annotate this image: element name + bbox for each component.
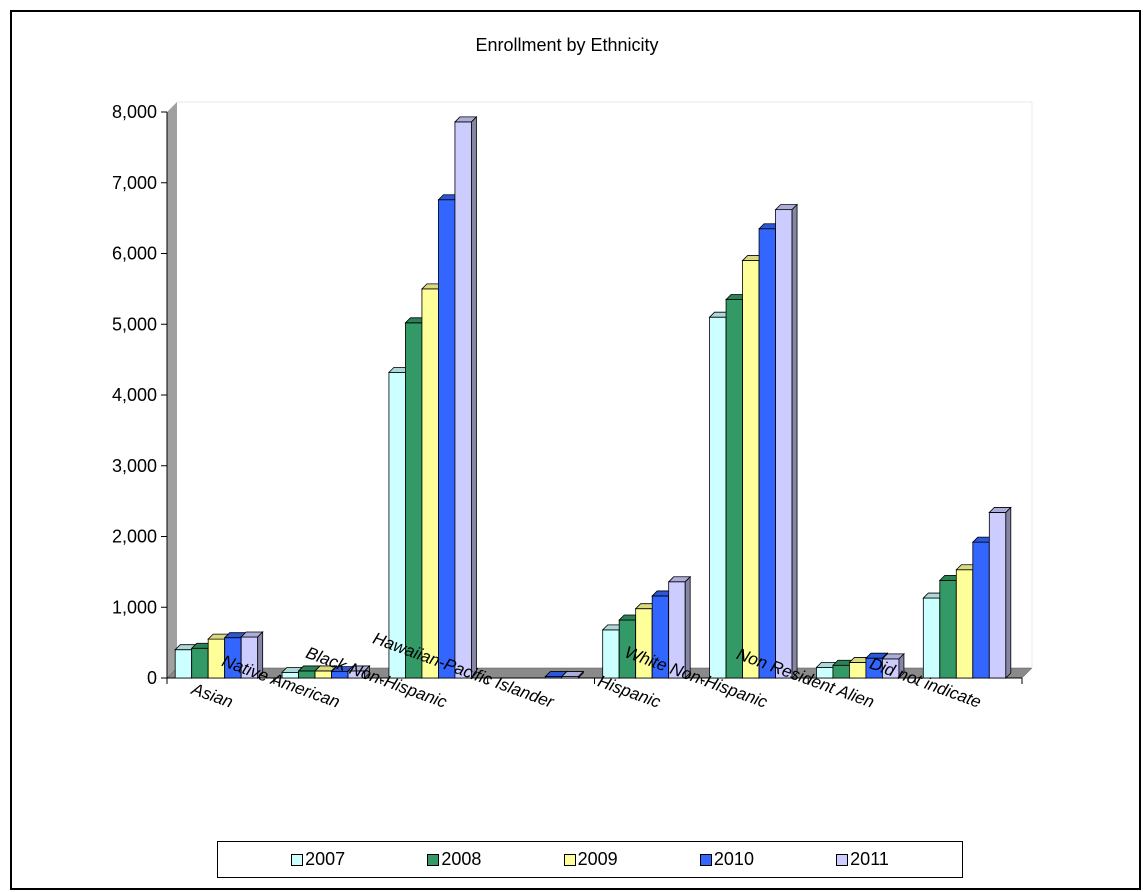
y-tick-label: 7,000 — [112, 173, 157, 193]
legend-swatch — [699, 853, 712, 866]
bar-2011-non-resident-alien — [881, 652, 905, 679]
legend-item-2008: 2008 — [427, 849, 481, 870]
bar-2011-native-american — [347, 664, 371, 679]
y-tick-label: 5,000 — [112, 314, 157, 334]
bar-2011-white-non-hispanic — [774, 203, 799, 679]
legend-label: 2011 — [850, 849, 889, 869]
bar-2011-did-not-indicate — [988, 506, 1012, 679]
y-tick-label: 8,000 — [112, 102, 157, 122]
legend-item-2009: 2009 — [563, 849, 618, 870]
legend-label: 2010 — [713, 849, 754, 869]
x-category-label: Asian — [188, 679, 235, 712]
legend-item-2007: 2007 — [291, 849, 345, 870]
y-tick-label: 3,000 — [112, 456, 157, 476]
legend-label: 2009 — [577, 849, 618, 869]
chart-title: Enrollment by Ethnicity — [475, 35, 658, 55]
y-tick-label: 2,000 — [112, 527, 157, 547]
legend-label: 2007 — [305, 849, 346, 869]
legend-item-2010: 2010 — [699, 849, 754, 870]
legend-item-2011: 2011 — [836, 849, 889, 870]
legend-swatch — [291, 853, 304, 866]
side-wall — [167, 102, 177, 678]
bar-2011-black-non-hispanic — [453, 115, 478, 679]
y-tick-label: 6,000 — [112, 244, 157, 264]
y-tick-label: 0 — [147, 668, 157, 688]
bar-2011-asian — [240, 630, 264, 679]
bar-2011-hawaiian-pacific-islander — [560, 670, 585, 679]
chart-legend: 2007 2008 2009 2010 2011 — [217, 841, 963, 878]
chart-frame: Enrollment by Ethnicity 0 1,000 2,000 3,000… — [10, 10, 1141, 890]
bar-chart: Enrollment by Ethnicity 0 1,000 2,000 3,000… — [112, 35, 1033, 712]
y-tick-label: 1,000 — [112, 597, 157, 617]
bar-2011-hispanic — [667, 575, 692, 679]
legend-swatch — [836, 853, 849, 866]
y-tick-label: 4,000 — [112, 385, 157, 405]
legend-swatch — [427, 853, 440, 866]
legend-label: 2008 — [441, 849, 482, 869]
legend-swatch — [563, 853, 576, 866]
